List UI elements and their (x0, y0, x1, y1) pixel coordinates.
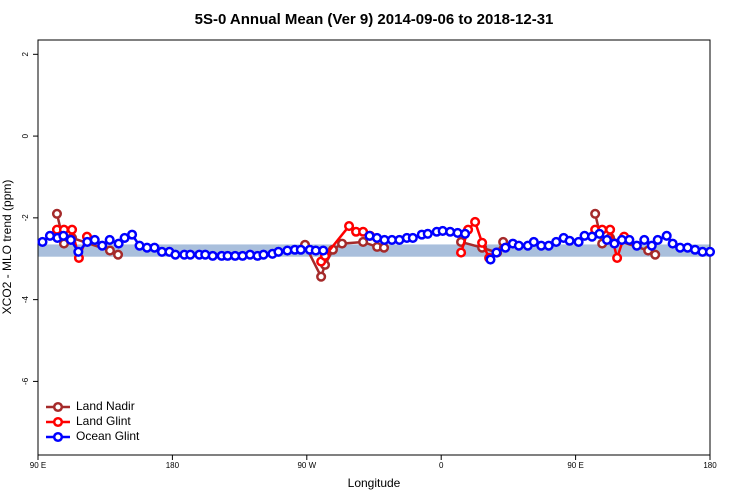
data-point (639, 234, 650, 245)
data-point (612, 252, 623, 263)
data-point (316, 271, 327, 282)
data-point (97, 240, 108, 251)
data-point (318, 245, 329, 256)
x-tick-label: 180 (703, 461, 717, 470)
data-point (650, 249, 661, 260)
data-point (344, 220, 355, 232)
data-point (605, 224, 616, 235)
data-point (336, 238, 348, 249)
x-tick-label: 90 E (30, 461, 46, 470)
data-point (551, 236, 562, 248)
y-tick-label: -6 (21, 377, 30, 385)
y-tick-label: 0 (21, 133, 30, 138)
data-point (207, 250, 218, 261)
data-point (89, 234, 100, 245)
data-point (594, 228, 605, 239)
data-point (667, 238, 678, 249)
data-point (185, 249, 196, 260)
data-point (485, 254, 496, 265)
data-point (66, 224, 78, 235)
data-point (704, 246, 716, 257)
data-point (422, 228, 433, 239)
data-point (295, 244, 306, 255)
y-tick-label: 2 (21, 52, 30, 57)
data-point (51, 208, 63, 219)
data-point (65, 234, 76, 245)
data-point (609, 238, 620, 249)
data-point (491, 247, 502, 258)
data-point (624, 234, 635, 245)
data-point (500, 242, 511, 253)
data-point (127, 229, 138, 240)
data-point (470, 216, 481, 227)
data-point (112, 249, 124, 260)
data-point (460, 228, 471, 239)
data-point (258, 249, 269, 260)
data-point (58, 230, 69, 241)
data-point (564, 235, 575, 246)
data-point (631, 240, 642, 251)
x-axis-label: Longitude (348, 476, 401, 490)
data-point (273, 246, 284, 257)
legend-label: Land Nadir (76, 399, 135, 413)
data-point (652, 234, 663, 245)
data-point (573, 236, 584, 248)
legend-marker (52, 431, 64, 443)
x-tick-label: 180 (166, 461, 180, 470)
data-point (104, 245, 116, 256)
legend-label: Land Glint (76, 414, 131, 428)
x-tick-label: 90 E (567, 461, 583, 470)
data-point (528, 236, 539, 248)
data-point (358, 236, 369, 248)
data-point (104, 234, 115, 245)
data-point (378, 242, 390, 253)
x-tick-label: 90 W (297, 461, 316, 470)
data-point (661, 230, 672, 241)
data-point (37, 236, 48, 248)
data-point (513, 240, 524, 251)
data-point (407, 232, 418, 243)
data-point (477, 237, 488, 248)
data-point (170, 249, 181, 260)
x-tick-label: 0 (439, 461, 444, 470)
data-point (543, 240, 554, 251)
data-point (456, 247, 467, 258)
y-axis-label: XCO2 - MLO trend (ppm) (0, 180, 14, 315)
legend-marker (52, 401, 64, 413)
chart-title: 5S-0 Annual Mean (Ver 9) 2014-09-06 to 2… (195, 11, 554, 28)
y-tick-label: -2 (21, 214, 30, 222)
data-point (601, 234, 613, 245)
data-point (73, 246, 84, 257)
legend-label: Ocean Glint (76, 429, 140, 443)
data-point (149, 242, 160, 253)
legend-marker (52, 416, 64, 428)
data-point (113, 238, 124, 249)
data-point (590, 208, 601, 219)
y-tick-label: -4 (21, 296, 30, 304)
data-point (646, 240, 657, 251)
